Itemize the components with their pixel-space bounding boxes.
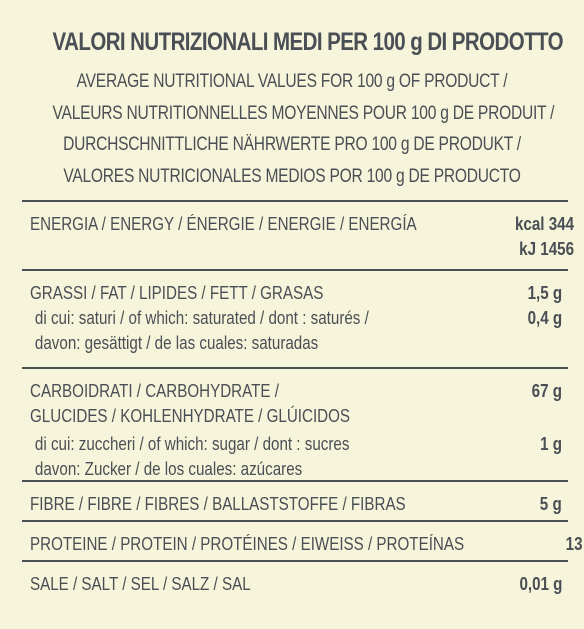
saturated-label-2: davon: gesättigt / de las cuales: satura… <box>34 332 319 353</box>
fat-values: 1,5 g 0,4 g <box>527 280 562 330</box>
salt-label: SALE / SALT / SEL / SALZ / SAL <box>30 573 251 594</box>
energy-values: kcal 344 kJ 1456 <box>514 211 573 261</box>
fibre-label: FIBRE / FIBRE / FIBRES / BALLASTSTOFFE /… <box>30 493 406 514</box>
row-carbohydrate: CARBOIDRATI / CARBOHYDRATE / GLUCIDES / … <box>22 367 568 480</box>
sugar-label-2: davon: Zucker / de los cuales: azúcares <box>34 458 303 479</box>
energy-kcal: kcal 344 <box>514 213 574 234</box>
energy-kj: kJ 1456 <box>518 238 574 259</box>
nutrition-table: ENERGIA / ENERGY / ÉNERGIE / ENERGIE / E… <box>22 200 584 604</box>
fibre-value: 5 g <box>540 493 562 514</box>
carb-labels: CARBOIDRATI / CARBOHYDRATE / GLUCIDES / … <box>30 378 350 481</box>
header-line-de: DURCHSCHNITTLICHE NÄHRWERTE PRO 100 g DE… <box>63 134 521 155</box>
label-title: VALORI NUTRIZIONALI MEDI PER 100 g DI PR… <box>52 28 564 56</box>
carb-value: 67 g <box>531 380 562 401</box>
saturated-label-1: di cui: saturi / of which: saturated / d… <box>34 307 369 328</box>
label-header: VALORI NUTRIZIONALI MEDI PER 100 g DI PR… <box>0 0 584 192</box>
row-fibre: FIBRE / FIBRE / FIBRES / BALLASTSTOFFE /… <box>22 480 568 520</box>
saturated-value: 0,4 g <box>527 307 562 328</box>
header-line-es: VALORES NUTRICIONALES MEDIOS POR 100 g D… <box>63 165 521 187</box>
salt-value: 0,01 g <box>518 573 562 594</box>
row-energy: ENERGIA / ENERGY / ÉNERGIE / ENERGIE / E… <box>22 200 574 269</box>
protein-value: 13 g <box>566 533 584 554</box>
sugar-label-1: di cui: zuccheri / of which: sugar / don… <box>34 433 350 454</box>
carb-values: 67 g 1 g <box>532 378 562 456</box>
row-salt: SALE / SALT / SEL / SALZ / SAL 0,01 g <box>22 560 568 604</box>
fat-labels: GRASSI / FAT / LIPIDES / FETT / GRASAS d… <box>30 280 369 355</box>
carb-label-1: CARBOIDRATI / CARBOHYDRATE / <box>30 380 279 401</box>
carb-label-2: GLUCIDES / KOHLENHYDRATE / GLÚICIDOS <box>30 405 351 426</box>
row-fat: GRASSI / FAT / LIPIDES / FETT / GRASAS d… <box>22 269 568 367</box>
header-line-fr: VALEURS NUTRITIONNELLES MOYENNES POUR 10… <box>52 102 555 124</box>
row-protein: PROTEINE / PROTEIN / PROTÉINES / EIWEISS… <box>22 520 584 560</box>
header-line-en: AVERAGE NUTRITIONAL VALUES FOR 100 g OF … <box>76 71 508 92</box>
fat-value: 1,5 g <box>527 282 562 303</box>
fat-label: GRASSI / FAT / LIPIDES / FETT / GRASAS <box>30 282 324 303</box>
sugar-value: 1 g <box>540 433 562 454</box>
energy-label: ENERGIA / ENERGY / ÉNERGIE / ENERGIE / E… <box>30 213 417 234</box>
protein-label: PROTEINE / PROTEIN / PROTÉINES / EIWEISS… <box>30 533 465 554</box>
